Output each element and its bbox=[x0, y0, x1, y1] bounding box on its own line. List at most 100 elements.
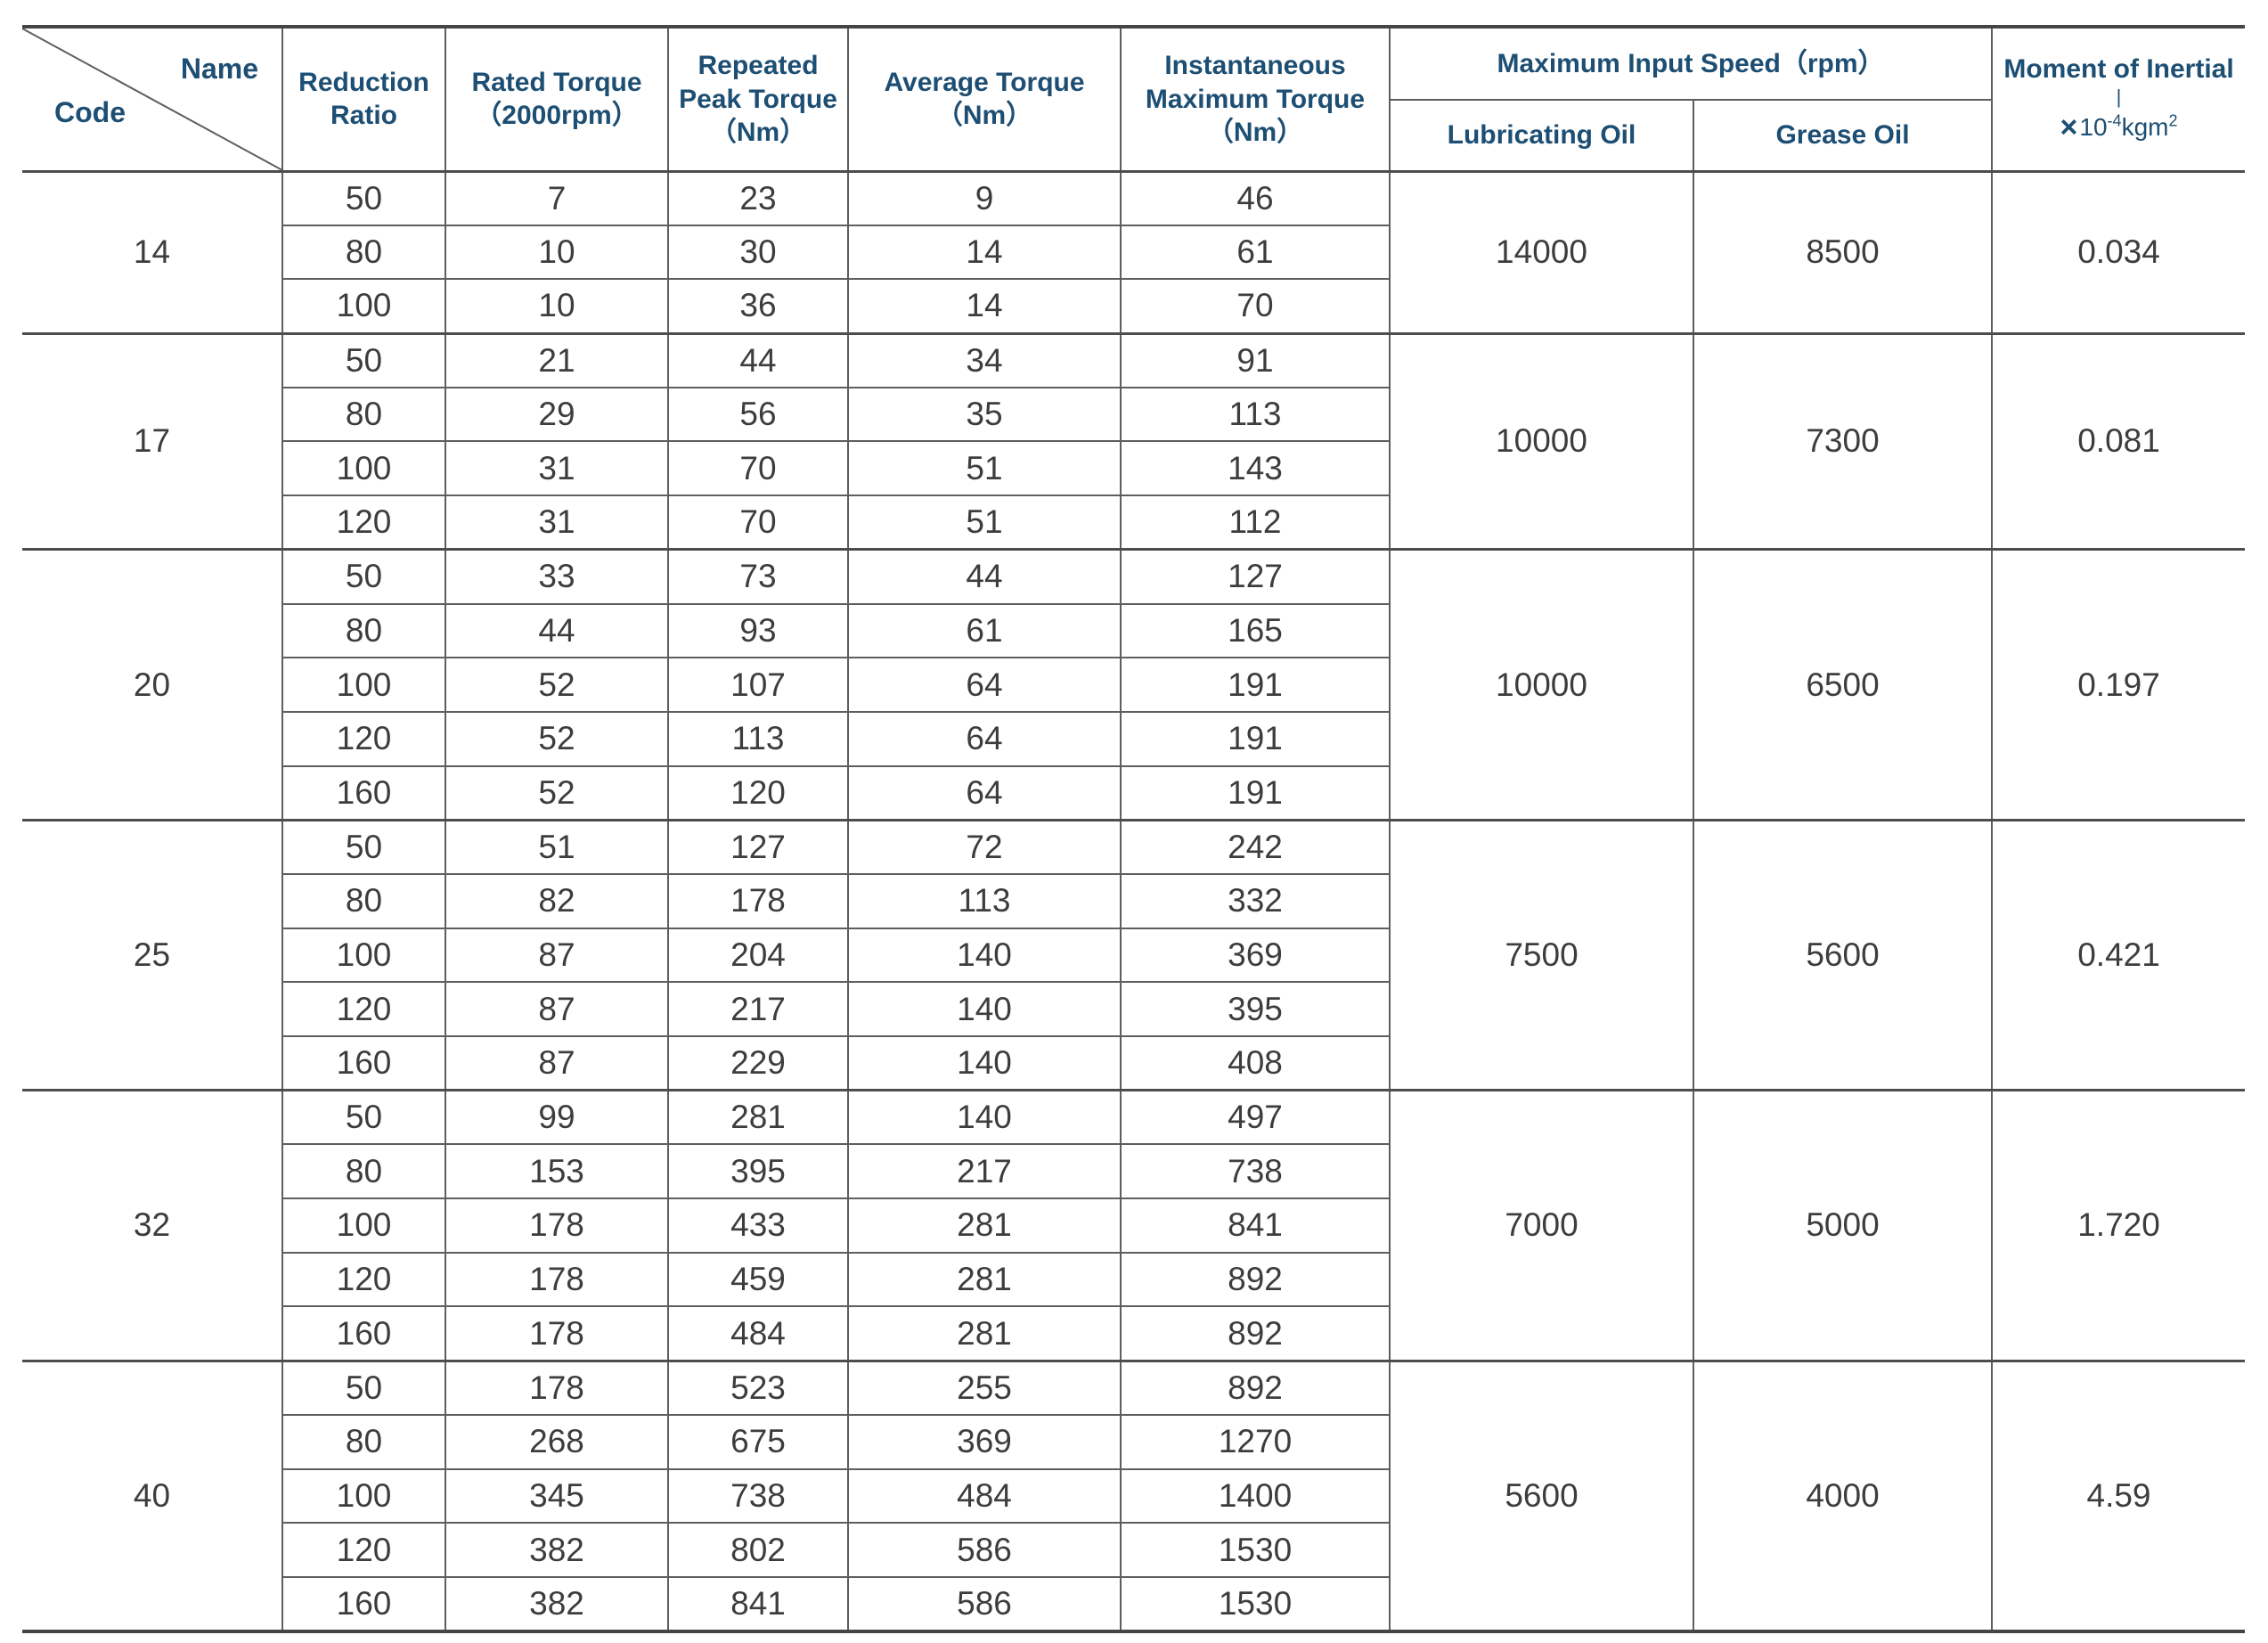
rated-torque-cell: 7 bbox=[445, 169, 669, 226]
reduction-ratio-cell: 50 bbox=[281, 1359, 446, 1416]
instantaneous-max-torque-cell: 1270 bbox=[1120, 1413, 1391, 1470]
grease-oil-speed-cell: 5600 bbox=[1692, 818, 1994, 1091]
average-torque-cell: 51 bbox=[847, 495, 1122, 551]
code-cell: 40 bbox=[21, 1359, 283, 1632]
instantaneous-max-torque-cell: 892 bbox=[1120, 1359, 1391, 1416]
repeated-peak-torque-cell: 738 bbox=[667, 1467, 849, 1524]
repeated-peak-torque-cell: 113 bbox=[667, 710, 849, 767]
table-row: 40 50 178 523 255 892 5600 4000 4.59 bbox=[21, 1359, 2247, 1632]
table-row: 25 50 51 127 72 242 7500 5600 0.421 bbox=[21, 818, 2247, 1091]
table-row: 160 52 120 64 191 bbox=[22, 764, 2245, 822]
average-torque-cell: 64 bbox=[847, 657, 1122, 713]
reduction-ratio-cell: 160 bbox=[281, 764, 446, 822]
repeated-peak-torque-cell: 36 bbox=[667, 278, 849, 335]
reduction-ratio-cell: 100 bbox=[281, 657, 446, 713]
corner-header-cell: Name Code bbox=[21, 26, 283, 172]
repeated-peak-torque-cell: 23 bbox=[667, 169, 849, 226]
table-body: 14 50 7 23 9 46 14000 8500 0.034 80 10 30 14 61 100 10 3… bbox=[21, 169, 2247, 1632]
table-row: 100 178 433 281 841 bbox=[22, 1198, 2245, 1254]
reduction-ratio-cell: 80 bbox=[281, 224, 446, 281]
rated-torque-cell: 268 bbox=[445, 1413, 669, 1470]
rated-torque-cell: 87 bbox=[445, 1035, 669, 1091]
lubricating-oil-speed-cell: 5600 bbox=[1389, 1359, 1694, 1632]
reduction-ratio-cell: 80 bbox=[281, 386, 446, 443]
reduction-ratio-cell: 120 bbox=[281, 710, 446, 767]
table-row: 80 29 56 35 113 bbox=[22, 386, 2245, 443]
rated-torque-cell: 87 bbox=[445, 981, 669, 1037]
table-row: 160 382 841 586 1530 bbox=[22, 1575, 2245, 1632]
reduction-ratio-cell: 120 bbox=[281, 981, 446, 1037]
moment-of-inertia-cell: 0.197 bbox=[1991, 548, 2247, 822]
instantaneous-max-torque-cell: 113 bbox=[1120, 386, 1391, 443]
repeated-peak-torque-cell: 204 bbox=[667, 927, 849, 984]
average-torque-cell: 369 bbox=[847, 1413, 1122, 1470]
repeated-peak-torque-cell: 229 bbox=[667, 1035, 849, 1091]
instantaneous-max-torque-cell: 91 bbox=[1120, 331, 1391, 388]
instantaneous-max-torque-cell: 892 bbox=[1120, 1251, 1391, 1308]
instantaneous-max-torque-cell: 738 bbox=[1120, 1143, 1391, 1200]
rated-torque-cell: 178 bbox=[445, 1305, 669, 1362]
lubricating-oil-speed-cell: 7000 bbox=[1389, 1089, 1694, 1362]
average-torque-cell: 14 bbox=[847, 224, 1122, 281]
average-torque-cell: 586 bbox=[847, 1575, 1122, 1632]
table-row: 120 52 113 64 191 bbox=[22, 710, 2245, 767]
repeated-peak-torque-cell: 433 bbox=[667, 1198, 849, 1254]
moment-of-inertia-unit: ×10-4kgm2 bbox=[2060, 110, 2178, 144]
moment-of-inertia-cell: 4.59 bbox=[1991, 1359, 2247, 1632]
table-row: 100 345 738 484 1400 bbox=[22, 1467, 2245, 1524]
average-torque-cell: 281 bbox=[847, 1305, 1122, 1362]
repeated-peak-torque-cell: 44 bbox=[667, 331, 849, 388]
reduction-ratio-cell: 100 bbox=[281, 927, 446, 984]
instantaneous-max-torque-cell: 191 bbox=[1120, 657, 1391, 713]
lubricating-oil-speed-cell: 10000 bbox=[1389, 548, 1694, 822]
reduction-ratio-cell: 160 bbox=[281, 1035, 446, 1091]
table-row: 100 87 204 140 369 bbox=[22, 927, 2245, 984]
code-cell: 25 bbox=[21, 818, 283, 1091]
average-torque-cell: 255 bbox=[847, 1359, 1122, 1416]
corner-code-label: Code bbox=[54, 95, 126, 128]
reduction-ratio-cell: 120 bbox=[281, 1251, 446, 1308]
col-header-reduction-ratio: Reduction Ratio bbox=[281, 26, 446, 172]
rated-torque-cell: 382 bbox=[445, 1575, 669, 1632]
rated-torque-cell: 178 bbox=[445, 1359, 669, 1416]
rated-torque-cell: 178 bbox=[445, 1251, 669, 1308]
average-torque-cell: 51 bbox=[847, 440, 1122, 497]
col-header-moment-of-inertia: Moment of Inertial | ×10-4kgm2 bbox=[1991, 26, 2247, 172]
repeated-peak-torque-cell: 484 bbox=[667, 1305, 849, 1362]
table-row: 120 87 217 140 395 bbox=[22, 981, 2245, 1037]
repeated-peak-torque-cell: 127 bbox=[667, 818, 849, 875]
average-torque-cell: 9 bbox=[847, 169, 1122, 226]
repeated-peak-torque-cell: 56 bbox=[667, 386, 849, 443]
reduction-ratio-cell: 100 bbox=[281, 440, 446, 497]
moment-of-inertia-title: Moment of Inertial bbox=[2003, 53, 2234, 84]
col-header-instantaneous-max-torque: Instantaneous Maximum Torque （Nm） bbox=[1120, 26, 1391, 172]
rated-torque-cell: 178 bbox=[445, 1198, 669, 1254]
table-row: 100 10 36 14 70 bbox=[22, 278, 2245, 335]
average-torque-cell: 64 bbox=[847, 710, 1122, 767]
table-row: 100 31 70 51 143 bbox=[22, 440, 2245, 497]
reduction-ratio-cell: 80 bbox=[281, 602, 446, 659]
reduction-ratio-cell: 160 bbox=[281, 1305, 446, 1362]
grease-oil-speed-cell: 8500 bbox=[1692, 169, 1994, 335]
rated-torque-cell: 52 bbox=[445, 764, 669, 822]
table-row: 17 50 21 44 34 91 10000 7300 0.081 bbox=[21, 331, 2247, 551]
instantaneous-max-torque-cell: 395 bbox=[1120, 981, 1391, 1037]
reduction-ratio-cell: 120 bbox=[281, 1522, 446, 1578]
average-torque-cell: 217 bbox=[847, 1143, 1122, 1200]
table-row: 14 50 7 23 9 46 14000 8500 0.034 bbox=[21, 169, 2247, 335]
moment-of-inertia-cell: 0.081 bbox=[1991, 331, 2247, 551]
code-cell: 14 bbox=[21, 169, 283, 335]
average-torque-cell: 14 bbox=[847, 278, 1122, 335]
average-torque-cell: 140 bbox=[847, 927, 1122, 984]
instantaneous-max-torque-cell: 165 bbox=[1120, 602, 1391, 659]
rated-torque-cell: 82 bbox=[445, 872, 669, 929]
average-torque-cell: 140 bbox=[847, 981, 1122, 1037]
repeated-peak-torque-cell: 107 bbox=[667, 657, 849, 713]
average-torque-cell: 64 bbox=[847, 764, 1122, 822]
table-row: 80 10 30 14 61 bbox=[22, 224, 2245, 281]
moment-of-inertia-cell: 0.034 bbox=[1991, 169, 2247, 335]
col-header-grease-oil: Grease Oil bbox=[1692, 99, 1994, 172]
repeated-peak-torque-cell: 120 bbox=[667, 764, 849, 822]
reducer-spec-table: Name Code Reduction Ratio Rated Torque （… bbox=[21, 25, 2247, 1633]
